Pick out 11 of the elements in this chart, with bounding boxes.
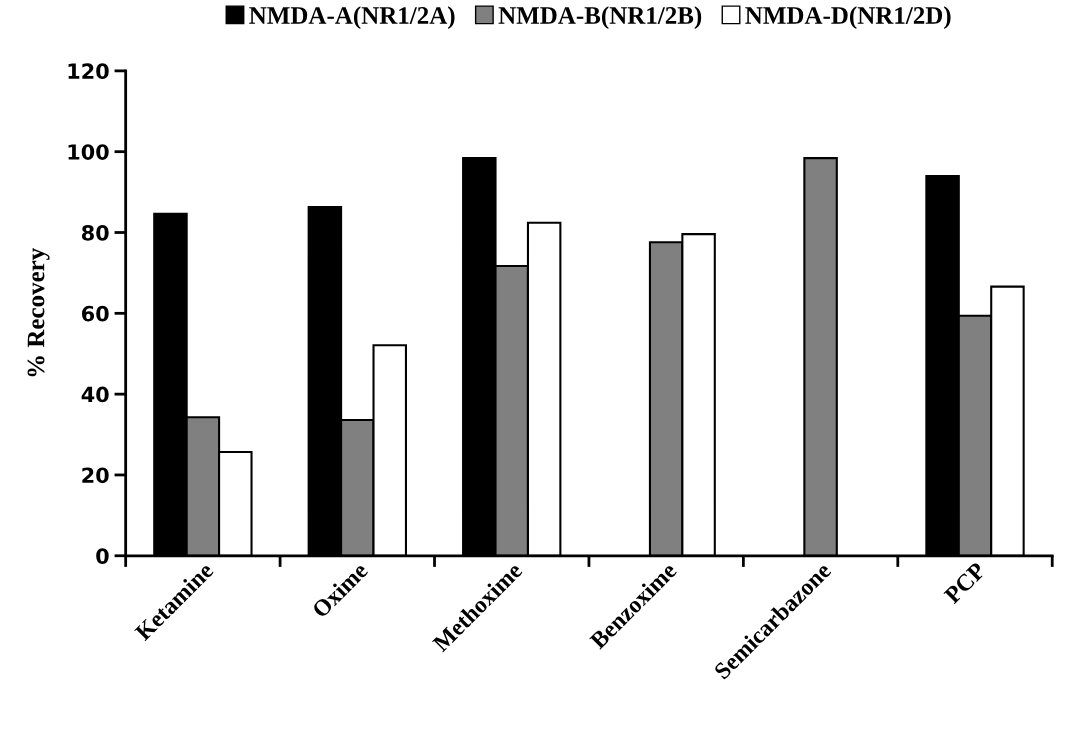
legend-label: NMDA-B(NR1/2B) <box>498 6 702 29</box>
y-tick-label: 100 <box>68 144 109 160</box>
y-axis-title: % Recovery <box>27 247 50 377</box>
y-tick-label: 60 <box>82 305 109 322</box>
legend-label: NMDA-A(NR1/2A) <box>249 6 455 29</box>
y-tick-label: 20 <box>82 467 109 484</box>
y-tick-label: 40 <box>81 386 109 403</box>
y-tick-label: 120 <box>68 63 109 80</box>
legend-label: NMDA-D(NR1/2D) <box>745 6 951 29</box>
y-tick-label: 0 <box>96 548 109 564</box>
y-tick-label: 80 <box>81 224 109 241</box>
